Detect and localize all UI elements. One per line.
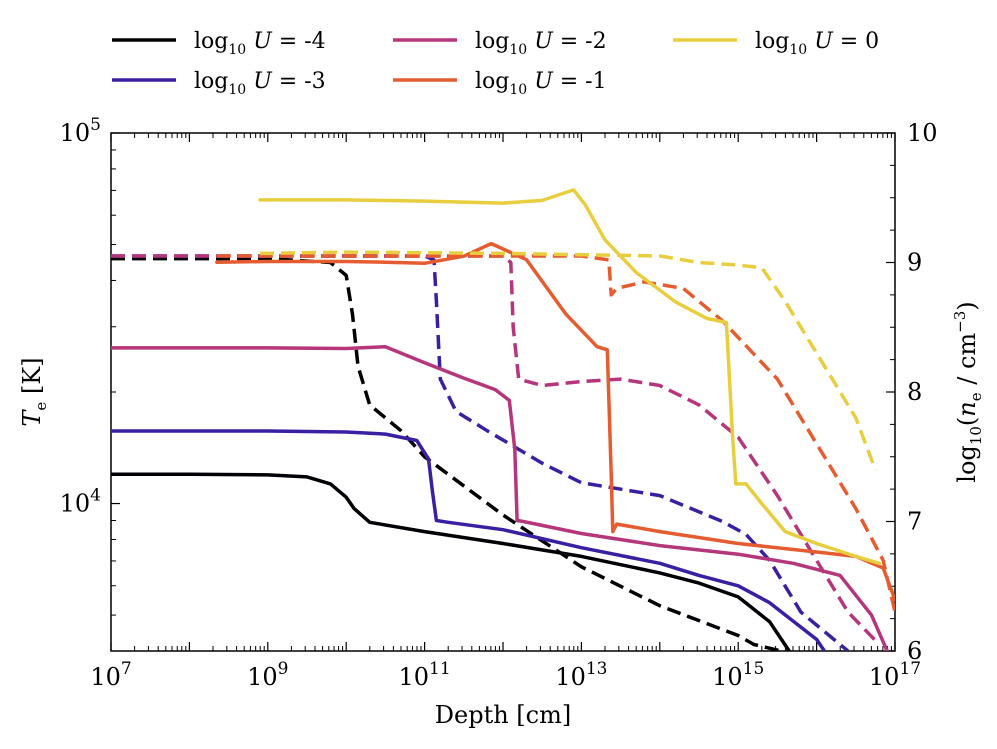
series-3-density-line bbox=[216, 254, 895, 613]
legend-label: log10 U = -1 bbox=[475, 69, 607, 98]
series-4-temperature-line bbox=[258, 188, 882, 566]
y-left-tick-label: 104 bbox=[60, 486, 101, 518]
legend-label: log10 U = -3 bbox=[194, 69, 326, 98]
legend-label: log10 U = -4 bbox=[194, 29, 326, 58]
axis-ticks bbox=[110, 132, 896, 652]
y-right-tick-label: 6 bbox=[907, 637, 922, 665]
x-tick-label: 107 bbox=[90, 659, 131, 691]
x-tick-label: 1015 bbox=[712, 659, 764, 691]
x-tick-label: 1017 bbox=[869, 659, 921, 691]
x-tick-label: 1011 bbox=[399, 659, 451, 691]
tick-labels: 107 109 1011 1013 1015 1017 104 105 6 7 8 9 10 bbox=[60, 115, 938, 691]
x-tick-label: 1013 bbox=[555, 659, 607, 691]
series-0-temperature-line bbox=[111, 472, 791, 651]
series-1-temperature-line bbox=[111, 429, 827, 651]
series-2-density-line bbox=[111, 254, 881, 646]
legend-label: log10 U = 0 bbox=[755, 29, 879, 58]
x-axis-label: Depth [cm] bbox=[435, 701, 571, 729]
legend: log10 U = -4 log10 U = -3 log10 U = -2 log1… bbox=[112, 29, 879, 98]
y-axis-right-label: log10(ne / cm−3) bbox=[951, 301, 985, 482]
series-layer bbox=[111, 188, 895, 651]
series-1-density-line bbox=[111, 254, 850, 651]
x-tick-label: 109 bbox=[247, 659, 288, 691]
y-right-tick-label: 9 bbox=[907, 249, 922, 277]
series-4-density-line bbox=[259, 250, 878, 471]
y-left-tick-label: 105 bbox=[60, 115, 101, 147]
legend-label: log10 U = -2 bbox=[475, 29, 607, 58]
series-3-temperature-line bbox=[215, 241, 895, 602]
y-right-tick-label: 10 bbox=[907, 119, 938, 147]
y-right-tick-label: 7 bbox=[907, 508, 922, 536]
series-0-density-line bbox=[111, 256, 782, 651]
y-axis-left-label: Te [K] bbox=[18, 357, 50, 426]
series-2-temperature-line bbox=[111, 344, 889, 651]
y-right-tick-label: 8 bbox=[907, 378, 922, 406]
